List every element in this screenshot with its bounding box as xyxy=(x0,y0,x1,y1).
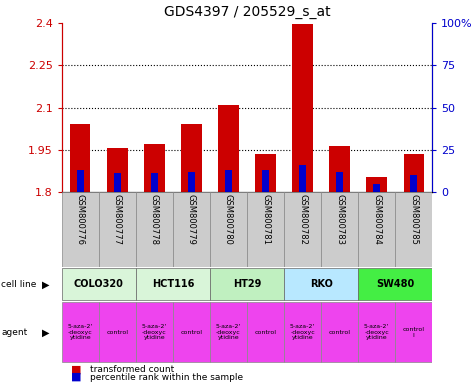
Text: 5-aza-2'
-deoxyc
ytidine: 5-aza-2' -deoxyc ytidine xyxy=(216,324,241,341)
Bar xyxy=(136,192,173,267)
Bar xyxy=(410,175,417,192)
Bar xyxy=(358,268,432,300)
Text: GSM800779: GSM800779 xyxy=(187,194,196,245)
Text: COLO320: COLO320 xyxy=(74,279,124,289)
Bar xyxy=(404,154,424,192)
Bar xyxy=(210,192,247,267)
Text: ■: ■ xyxy=(71,372,82,382)
Text: control: control xyxy=(180,329,202,335)
Bar xyxy=(77,170,84,192)
Bar xyxy=(395,192,432,267)
Text: control: control xyxy=(329,329,351,335)
Bar xyxy=(336,172,343,192)
Bar xyxy=(144,144,164,192)
Bar xyxy=(321,192,358,267)
Title: GDS4397 / 205529_s_at: GDS4397 / 205529_s_at xyxy=(164,5,330,19)
Text: GSM800781: GSM800781 xyxy=(261,194,270,245)
Text: ▶: ▶ xyxy=(42,280,49,290)
Bar xyxy=(225,170,232,192)
Bar xyxy=(181,124,201,192)
Text: cell line: cell line xyxy=(1,280,37,290)
Text: GSM800783: GSM800783 xyxy=(335,194,344,245)
Text: 5-aza-2'
-deoxyc
ytidine: 5-aza-2' -deoxyc ytidine xyxy=(67,324,93,341)
Bar xyxy=(173,302,210,362)
Bar xyxy=(218,105,238,192)
Bar xyxy=(358,302,395,362)
Bar xyxy=(284,192,321,267)
Text: GSM800778: GSM800778 xyxy=(150,194,159,245)
Text: RKO: RKO xyxy=(310,279,332,289)
Text: control: control xyxy=(255,329,276,335)
Text: GSM800784: GSM800784 xyxy=(372,194,381,245)
Bar xyxy=(256,154,276,192)
Text: HCT116: HCT116 xyxy=(152,279,194,289)
Bar xyxy=(62,302,99,362)
Bar xyxy=(70,124,90,192)
Bar xyxy=(373,184,380,192)
Text: 5-aza-2'
-deoxyc
ytidine: 5-aza-2' -deoxyc ytidine xyxy=(364,324,390,341)
Bar xyxy=(136,268,210,300)
Text: 5-aza-2'
-deoxyc
ytidine: 5-aza-2' -deoxyc ytidine xyxy=(290,324,315,341)
Bar xyxy=(330,146,350,192)
Bar xyxy=(99,302,136,362)
Text: agent: agent xyxy=(1,328,28,338)
Bar xyxy=(358,192,395,267)
Text: GSM800777: GSM800777 xyxy=(113,194,122,245)
Text: control: control xyxy=(106,329,128,335)
Bar xyxy=(247,302,284,362)
Text: 5-aza-2'
-deoxyc
ytidine: 5-aza-2' -deoxyc ytidine xyxy=(142,324,167,341)
Bar xyxy=(284,268,358,300)
Text: GSM800785: GSM800785 xyxy=(409,194,418,245)
Text: ■: ■ xyxy=(71,364,82,374)
Bar xyxy=(151,174,158,192)
Bar xyxy=(99,192,136,267)
Bar xyxy=(62,268,136,300)
Bar xyxy=(173,192,210,267)
Bar xyxy=(395,302,432,362)
Bar xyxy=(210,268,284,300)
Bar xyxy=(62,192,99,267)
Bar xyxy=(299,165,306,192)
Text: GSM800782: GSM800782 xyxy=(298,194,307,245)
Bar xyxy=(247,192,284,267)
Text: HT29: HT29 xyxy=(233,279,261,289)
Bar xyxy=(284,302,321,362)
Bar xyxy=(262,170,269,192)
Bar xyxy=(114,174,121,192)
Text: GSM800780: GSM800780 xyxy=(224,194,233,245)
Text: control
l: control l xyxy=(403,327,425,338)
Bar xyxy=(367,177,387,192)
Bar xyxy=(293,25,313,192)
Text: transformed count: transformed count xyxy=(90,365,174,374)
Bar xyxy=(188,172,195,192)
Bar xyxy=(210,302,247,362)
Text: GSM800776: GSM800776 xyxy=(76,194,85,245)
Text: SW480: SW480 xyxy=(376,279,414,289)
Bar xyxy=(136,302,173,362)
Bar xyxy=(321,302,358,362)
Text: percentile rank within the sample: percentile rank within the sample xyxy=(90,372,243,382)
Bar xyxy=(107,148,127,192)
Text: ▶: ▶ xyxy=(42,328,49,338)
